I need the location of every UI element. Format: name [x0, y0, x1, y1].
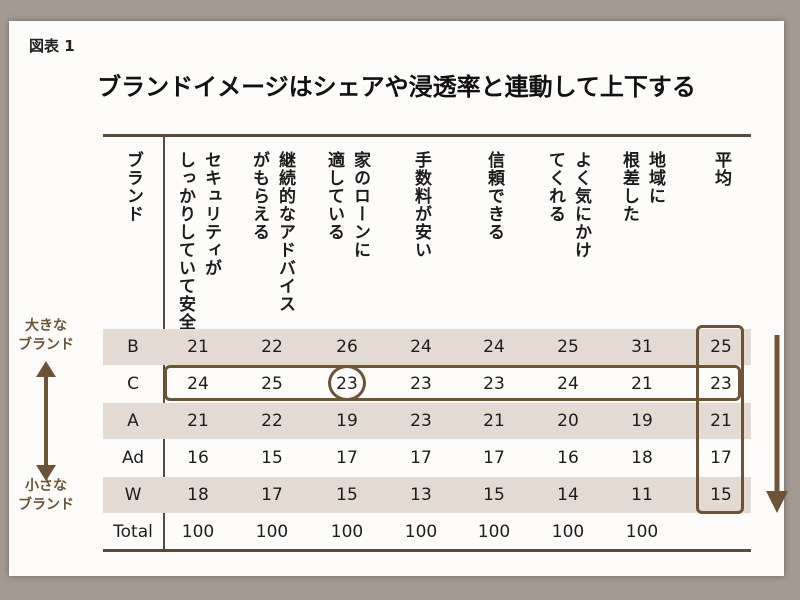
value-cell: 15 — [483, 485, 505, 505]
large-brand-label: 大きな ブランド — [18, 318, 74, 353]
value-cell: 21 — [187, 411, 209, 431]
value-cell: 23 — [410, 374, 432, 394]
brand-cell-ad: Ad — [121, 448, 145, 468]
value-cell: 17 — [483, 448, 505, 468]
figure-card: 図表 1 ブランドイメージはシェアや浸透率と連動して上下する ブランド セキュリテ… — [9, 21, 788, 576]
value-cell: 17 — [410, 448, 432, 468]
brand-column-header: ブランド — [123, 151, 143, 223]
value-cell: 25 — [261, 374, 283, 394]
value-cell: 18 — [187, 485, 209, 505]
brand-cell-c: C — [127, 374, 139, 394]
table-top-rule — [103, 134, 751, 137]
chart-title: ブランドイメージはシェアや浸透率と連動して上下する — [97, 73, 696, 101]
value-cell: 22 — [261, 337, 283, 357]
column-header-6: よく気にかけ てくれる — [545, 151, 591, 259]
value-cell: 100 — [255, 522, 289, 542]
small-brand-label: 小さな ブランド — [18, 478, 74, 513]
row-band — [103, 329, 751, 365]
value-cell: 17 — [710, 448, 732, 468]
figure-label: 図表 1 — [29, 37, 75, 55]
value-cell: 17 — [336, 448, 358, 468]
value-cell: 15 — [710, 485, 732, 505]
value-cell: 20 — [557, 411, 579, 431]
value-cell: 21 — [483, 411, 505, 431]
value-cell: 16 — [557, 448, 579, 468]
brand-size-double-arrow-icon — [36, 361, 56, 481]
brand-cell-b: B — [127, 337, 139, 357]
column-header-2: 継続的なアドバイス がもらえる — [249, 151, 295, 313]
column-header-3: 家のローンに 適している — [324, 151, 370, 259]
value-cell: 25 — [557, 337, 579, 357]
column-header-7: 地域に 根差した — [619, 151, 665, 223]
highlight-average-column-box — [696, 325, 744, 514]
value-cell: 23 — [483, 374, 505, 394]
value-cell: 24 — [187, 374, 209, 394]
value-cell: 25 — [710, 337, 732, 357]
value-cell: 21 — [631, 374, 653, 394]
value-cell: 19 — [336, 411, 358, 431]
brand-cell-w: W — [124, 485, 142, 505]
column-header-4: 手数料が安い — [411, 151, 431, 259]
table-bottom-rule — [103, 549, 751, 552]
column-header-8: 平均 — [711, 151, 731, 187]
value-cell: 100 — [477, 522, 511, 542]
value-cell: 11 — [631, 485, 653, 505]
value-cell: 15 — [336, 485, 358, 505]
value-cell: 100 — [330, 522, 364, 542]
value-cell: 21 — [710, 411, 732, 431]
value-cell: 13 — [410, 485, 432, 505]
brand-cell-total: Total — [113, 522, 153, 542]
value-cell: 100 — [181, 522, 215, 542]
column-header-1: セキュリティが しっかりしていて安全 — [175, 151, 221, 331]
column-header-5: 信頼できる — [484, 151, 504, 241]
value-cell: 100 — [404, 522, 438, 542]
value-cell: 31 — [631, 337, 653, 357]
highlight-cell-circle — [328, 365, 366, 401]
value-cell: 19 — [631, 411, 653, 431]
value-cell: 18 — [631, 448, 653, 468]
value-cell: 24 — [410, 337, 432, 357]
value-cell: 23 — [410, 411, 432, 431]
value-cell: 24 — [557, 374, 579, 394]
brand-cell-a: A — [127, 411, 139, 431]
value-cell: 15 — [261, 448, 283, 468]
ranking-down-arrow-icon — [766, 335, 788, 513]
row-band — [103, 477, 751, 513]
value-cell: 100 — [551, 522, 585, 542]
value-cell: 22 — [261, 411, 283, 431]
value-cell: 23 — [710, 374, 732, 394]
value-cell: 24 — [483, 337, 505, 357]
value-cell: 26 — [336, 337, 358, 357]
value-cell: 100 — [625, 522, 659, 542]
highlight-row-box — [164, 365, 741, 401]
value-cell: 16 — [187, 448, 209, 468]
value-cell: 21 — [187, 337, 209, 357]
value-cell: 14 — [557, 485, 579, 505]
value-cell: 17 — [261, 485, 283, 505]
row-band — [103, 403, 751, 439]
